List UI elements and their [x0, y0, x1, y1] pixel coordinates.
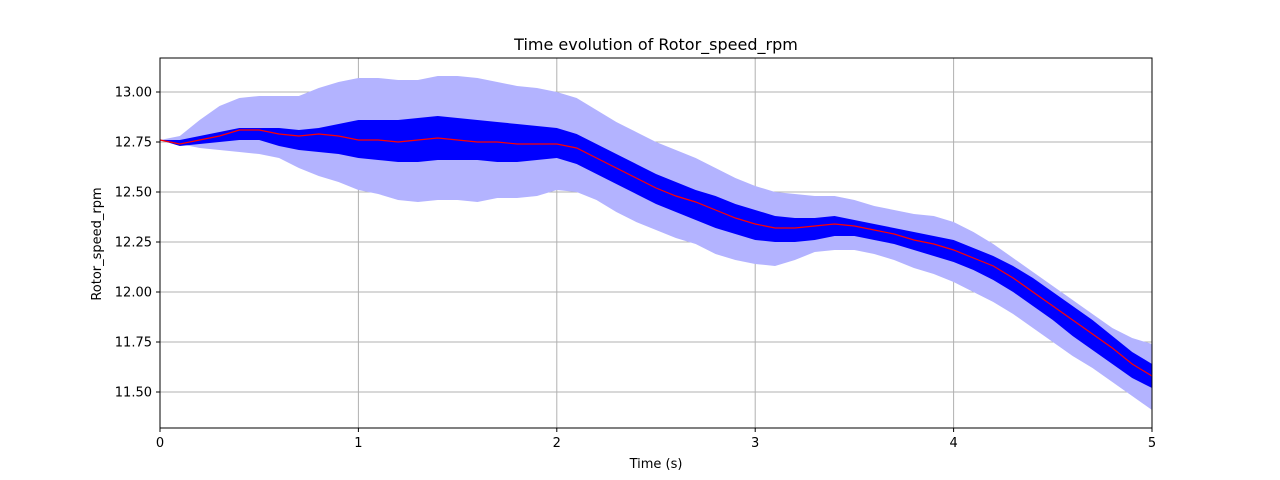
mean-series [159, 129, 1153, 377]
confidence-bands [160, 76, 1152, 410]
plot-frame [159, 57, 1153, 429]
y-tick-label-6: 13.00 [115, 86, 152, 101]
x-tick-label-4: 4 [949, 436, 957, 451]
y-tick-label-3: 12.25 [115, 236, 152, 251]
mean-line [159, 129, 1153, 377]
y-axis-label: Rotor_speed_rpm [90, 187, 105, 300]
chart-title: Time evolution of Rotor_speed_rpm [513, 35, 798, 55]
x-tick-label-5: 5 [1148, 436, 1156, 451]
y-axis-ticks: 11.50 11.75 12.00 12.25 12.50 12.75 13.00 [115, 86, 160, 401]
x-axis-ticks: 0 1 2 3 4 5 [156, 428, 1156, 451]
x-tick-label-0: 0 [156, 436, 164, 451]
inner-confidence-band [160, 116, 1152, 388]
x-tick-label-3: 3 [751, 436, 759, 451]
y-tick-label-4: 12.50 [115, 186, 152, 201]
y-tick-label-5: 12.75 [115, 136, 152, 151]
y-tick-label-0: 11.50 [115, 386, 152, 401]
y-tick-label-1: 11.75 [115, 336, 152, 351]
y-tick-label-2: 12.00 [115, 286, 152, 301]
x-tick-label-1: 1 [354, 436, 362, 451]
x-tick-label-2: 2 [553, 436, 561, 451]
x-axis-label: Time (s) [629, 457, 683, 472]
